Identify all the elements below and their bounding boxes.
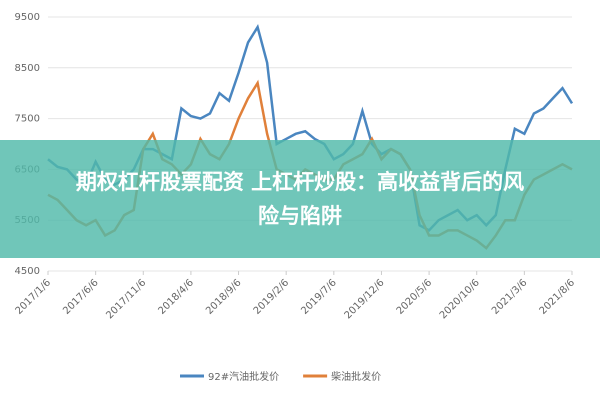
x-tick-label: 2021/3/6 xyxy=(490,277,530,317)
x-tick-label: 2017/1/6 xyxy=(14,277,54,317)
x-tick-label: 2020/5/6 xyxy=(395,277,435,317)
x-tick-label: 2020/10/6 xyxy=(438,277,482,321)
y-tick-label: 7500 xyxy=(15,114,40,125)
x-tick-label: 2018/9/6 xyxy=(204,277,244,317)
x-tick-label: 2019/7/6 xyxy=(299,277,339,317)
y-tick-label: 8500 xyxy=(15,63,40,74)
x-tick-label: 2017/11/6 xyxy=(104,277,148,321)
y-tick-label: 9500 xyxy=(15,12,40,23)
x-tick-label: 2017/6/6 xyxy=(61,277,101,317)
x-tick-label: 2021/8/6 xyxy=(538,277,578,317)
legend-label: 柴油批发价 xyxy=(331,370,381,383)
banner: 期权杠杆股票配资 上杠杆炒股：高收益背后的风 险与陷阱 xyxy=(0,140,600,258)
banner-line: 期权杠杆股票配资 上杠杆炒股：高收益背后的风 xyxy=(75,170,525,194)
x-tick-label: 2019/2/6 xyxy=(252,277,292,317)
x-tick-label: 2019/12/6 xyxy=(343,277,387,321)
y-tick-label: 4500 xyxy=(15,266,40,277)
legend-label: 92#汽油批发价 xyxy=(208,370,279,383)
banner-line: 险与陷阱 xyxy=(258,204,342,228)
x-tick-label: 2018/4/6 xyxy=(156,277,196,317)
